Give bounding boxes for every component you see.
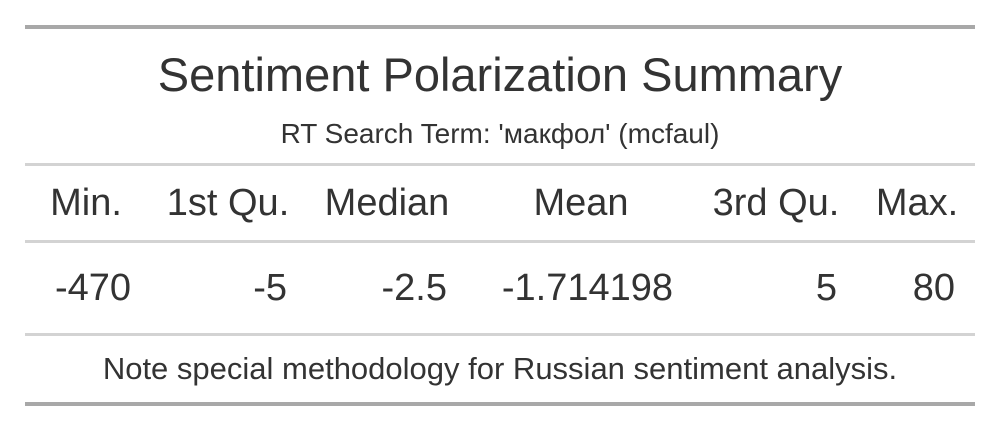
body-divider [25,333,975,336]
column-header-min: Min. [50,181,122,224]
cell-max: 80 [912,266,955,309]
summary-table: Sentiment Polarization Summary RT Search… [25,25,975,406]
cell-median: -2.5 [381,266,447,309]
column-header-3rd-qu: 3rd Qu. [712,181,840,224]
table-bottom-rule [25,402,975,406]
column-header-mean: Mean [533,181,629,224]
cell-mean: -1.714198 [501,266,673,309]
table-row: -470 -5 -2.5 -1.714198 5 80 [25,243,975,333]
column-header-median: Median [324,181,450,224]
column-header-row: Min. 1st Qu. Median Mean 3rd Qu. Max. [25,166,975,240]
table-title: Sentiment Polarization Summary [157,48,843,101]
header-divider [25,240,975,243]
heading-divider [25,163,975,166]
table-footnote: Note special methodology for Russian sen… [102,351,898,386]
table-top-rule [25,25,975,29]
cell-1st-qu: -5 [253,266,287,309]
table-heading: Sentiment Polarization Summary RT Search… [25,29,975,163]
column-header-1st-qu: 1st Qu. [166,181,290,224]
table-subtitle: RT Search Term: 'макфол' (mcfaul) [280,118,720,149]
column-header-max: Max. [875,181,959,224]
cell-3rd-qu: 5 [815,266,837,309]
cell-min: -470 [54,266,131,309]
